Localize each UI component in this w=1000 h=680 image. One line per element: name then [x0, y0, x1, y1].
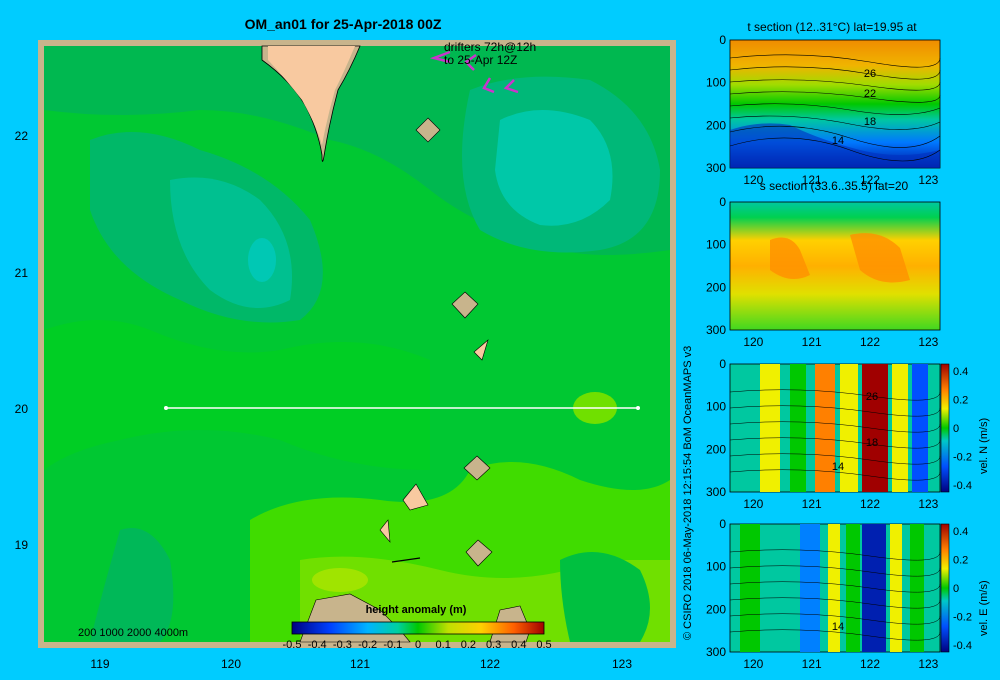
colorbar-tick: -0.1 [383, 639, 402, 651]
colorbar-tick: 0 [415, 639, 421, 651]
section-lon-tick: 123 [918, 335, 938, 349]
depth-tick: 100 [706, 238, 726, 252]
vel-colorbar-tick: -0.4 [953, 640, 972, 652]
section-lon-tick: 123 [918, 657, 938, 671]
vel-colorbar-tick: 0.4 [953, 366, 968, 378]
lon-tick-121: 121 [350, 657, 370, 671]
depth-tick: 200 [706, 280, 726, 294]
colorbar-tick: 0.1 [436, 639, 451, 651]
height-anomaly-field [44, 46, 670, 642]
credit-text: © CSIRO 2018 06-May-2018 12:15:54 BoM Oc… [682, 346, 694, 640]
depth-tick: 300 [706, 485, 726, 499]
t-contour-14: 14 [832, 135, 844, 147]
vel-colorbar-tick: 0.2 [953, 395, 968, 407]
vel-colorbar-tick: 0.2 [953, 555, 968, 567]
map-lat-axis: 22 21 20 19 [15, 129, 29, 552]
map-lon-axis: 119 120 121 122 123 [90, 657, 632, 671]
depth-tick: 300 [706, 161, 726, 175]
section-lon-tick: 121 [802, 657, 822, 671]
drifter-tracks [429, 50, 519, 94]
vel-colorbar-tick: 0 [953, 423, 959, 435]
depth-scale-label: 200 1000 2000 4000m [78, 627, 188, 639]
depth-tick: 0 [719, 195, 726, 209]
t-contour-26: 26 [864, 68, 876, 80]
t-contour-22: 22 [864, 88, 876, 100]
depth-tick: 0 [719, 33, 726, 47]
map-title: OM_an01 for 25-Apr-2018 00Z [245, 16, 442, 32]
section-lon-tick: 122 [860, 497, 880, 511]
lat-tick-20: 20 [15, 402, 29, 416]
depth-tick: 0 [719, 357, 726, 371]
vel-e-panel: 14 [729, 523, 950, 653]
vn-colorbar [940, 363, 950, 493]
depth-tick: 0 [719, 517, 726, 531]
lat-tick-22: 22 [15, 129, 29, 143]
lon-tick-122: 122 [480, 657, 500, 671]
colorbar-tick: 0.2 [461, 639, 476, 651]
colorbar-title: height anomaly (m) [366, 604, 467, 616]
depth-tick: 100 [706, 400, 726, 414]
ve-side-label: vel. E (m/s) [978, 580, 990, 636]
vel-n-panel: 26 18 14 [729, 363, 950, 493]
lon-tick-123: 123 [612, 657, 632, 671]
depth-tick: 200 [706, 602, 726, 616]
section-lon-tick: 120 [743, 657, 763, 671]
t-contour-18: 18 [864, 116, 876, 128]
s-section-title: s section (33.6..35.5) lat=20 [760, 179, 909, 193]
land-masses [261, 45, 531, 643]
depth-tick: 300 [706, 323, 726, 337]
section-lon-tick: 121 [802, 173, 822, 187]
colorbar-tick: 0.5 [536, 639, 551, 651]
depth-tick: 100 [706, 76, 726, 90]
colorbar-tick: -0.4 [308, 639, 327, 651]
transect-line [164, 406, 640, 410]
section-lon-tick: 123 [918, 497, 938, 511]
drifter-label-1: drifters 72h@12h [444, 40, 536, 54]
depth-tick: 200 [706, 118, 726, 132]
vn-contour-14: 14 [832, 461, 844, 473]
lat-tick-19: 19 [15, 538, 29, 552]
section-lon-tick: 120 [743, 173, 763, 187]
s-section-panel [729, 201, 941, 331]
vn-side-label: vel. N (m/s) [978, 418, 990, 474]
drifter-label-2: to 25-Apr 12Z [444, 53, 517, 67]
depth-tick: 100 [706, 560, 726, 574]
section-lon-tick: 123 [918, 173, 938, 187]
vn-contour-18: 18 [866, 437, 878, 449]
section-lon-tick: 122 [860, 657, 880, 671]
section-lon-tick: 120 [743, 335, 763, 349]
section-lon-tick: 120 [743, 497, 763, 511]
vn-contour-26: 26 [866, 391, 878, 403]
section-lon-tick: 121 [802, 497, 822, 511]
lat-tick-21: 21 [15, 266, 29, 280]
lon-tick-119: 119 [90, 657, 109, 671]
vel-colorbar-tick: -0.2 [953, 451, 972, 463]
section-lon-tick: 121 [802, 335, 822, 349]
colorbar-tick: -0.5 [283, 639, 302, 651]
vel-colorbar-tick: -0.2 [953, 611, 972, 623]
colorbar-tick: 0.3 [486, 639, 501, 651]
vel-colorbar-tick: -0.4 [953, 480, 972, 492]
vel-colorbar-tick: 0 [953, 583, 959, 595]
colorbar-tick: -0.3 [333, 639, 352, 651]
vel-colorbar-tick: 0.4 [953, 526, 968, 538]
lon-tick-120: 120 [221, 657, 241, 671]
ve-contour-14: 14 [832, 621, 844, 633]
colorbar-tick: 0.4 [511, 639, 526, 651]
ve-colorbar [940, 523, 950, 653]
height-colorbar: height anomaly (m) -0.5 -0.4 -0.3 -0.2 -0.1 0… [283, 604, 552, 651]
depth-tick: 200 [706, 442, 726, 456]
section-lon-tick: 122 [860, 335, 880, 349]
t-section-title: t section (12..31°C) lat=19.95 at [747, 20, 917, 34]
depth-tick: 300 [706, 645, 726, 659]
t-section-panel: 26 22 18 14 [729, 39, 941, 169]
colorbar-tick: -0.2 [358, 639, 377, 651]
section-lon-tick: 122 [860, 173, 880, 187]
